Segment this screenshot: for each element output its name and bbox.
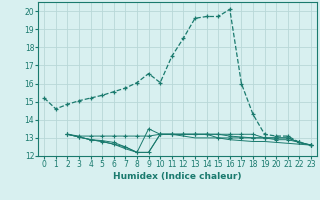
X-axis label: Humidex (Indice chaleur): Humidex (Indice chaleur) xyxy=(113,172,242,181)
